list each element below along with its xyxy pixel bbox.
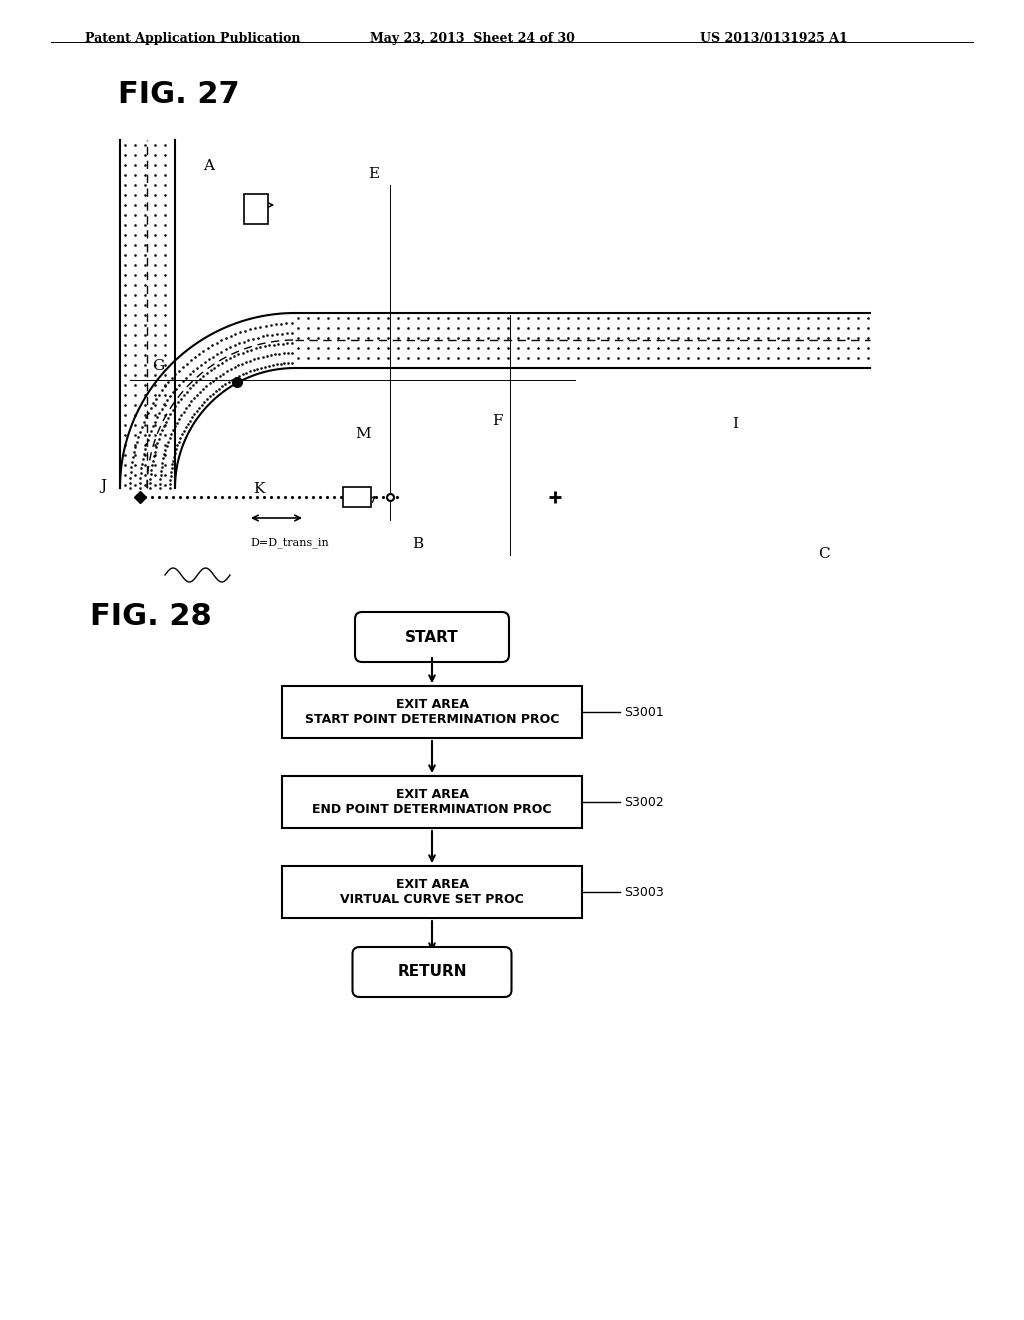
- Bar: [282, 776, 582, 828]
- Text: May 23, 2013  Sheet 24 of 30: May 23, 2013 Sheet 24 of 30: [370, 32, 574, 45]
- Text: I: I: [732, 417, 738, 432]
- Text: FIG. 28: FIG. 28: [90, 602, 212, 631]
- Text: K: K: [253, 482, 264, 496]
- FancyBboxPatch shape: [355, 612, 509, 663]
- Text: RETURN: RETURN: [397, 965, 467, 979]
- Text: D=D_trans_in: D=D_trans_in: [250, 537, 329, 548]
- Text: S3001: S3001: [624, 705, 664, 718]
- Text: Patent Application Publication: Patent Application Publication: [85, 32, 300, 45]
- Text: S3003: S3003: [624, 886, 664, 899]
- Text: A: A: [203, 158, 214, 173]
- Text: EXIT AREA
START POINT DETERMINATION PROC: EXIT AREA START POINT DETERMINATION PROC: [305, 698, 559, 726]
- Text: M: M: [355, 426, 371, 441]
- Bar: [244, 194, 268, 224]
- Bar: [282, 686, 582, 738]
- Bar: [282, 866, 582, 917]
- Text: G: G: [152, 359, 164, 374]
- Text: FIG. 27: FIG. 27: [118, 81, 240, 110]
- Text: S3002: S3002: [624, 796, 664, 808]
- FancyBboxPatch shape: [352, 946, 512, 997]
- Text: US 2013/0131925 A1: US 2013/0131925 A1: [700, 32, 848, 45]
- Text: START: START: [406, 630, 459, 644]
- Text: J: J: [100, 479, 106, 492]
- Text: EXIT AREA
VIRTUAL CURVE SET PROC: EXIT AREA VIRTUAL CURVE SET PROC: [340, 878, 524, 906]
- Text: B: B: [412, 537, 423, 550]
- Text: C: C: [818, 546, 829, 561]
- Text: E: E: [368, 168, 379, 181]
- Text: F: F: [492, 414, 503, 428]
- Text: EXIT AREA
END POINT DETERMINATION PROC: EXIT AREA END POINT DETERMINATION PROC: [312, 788, 552, 816]
- Bar: [343, 487, 371, 507]
